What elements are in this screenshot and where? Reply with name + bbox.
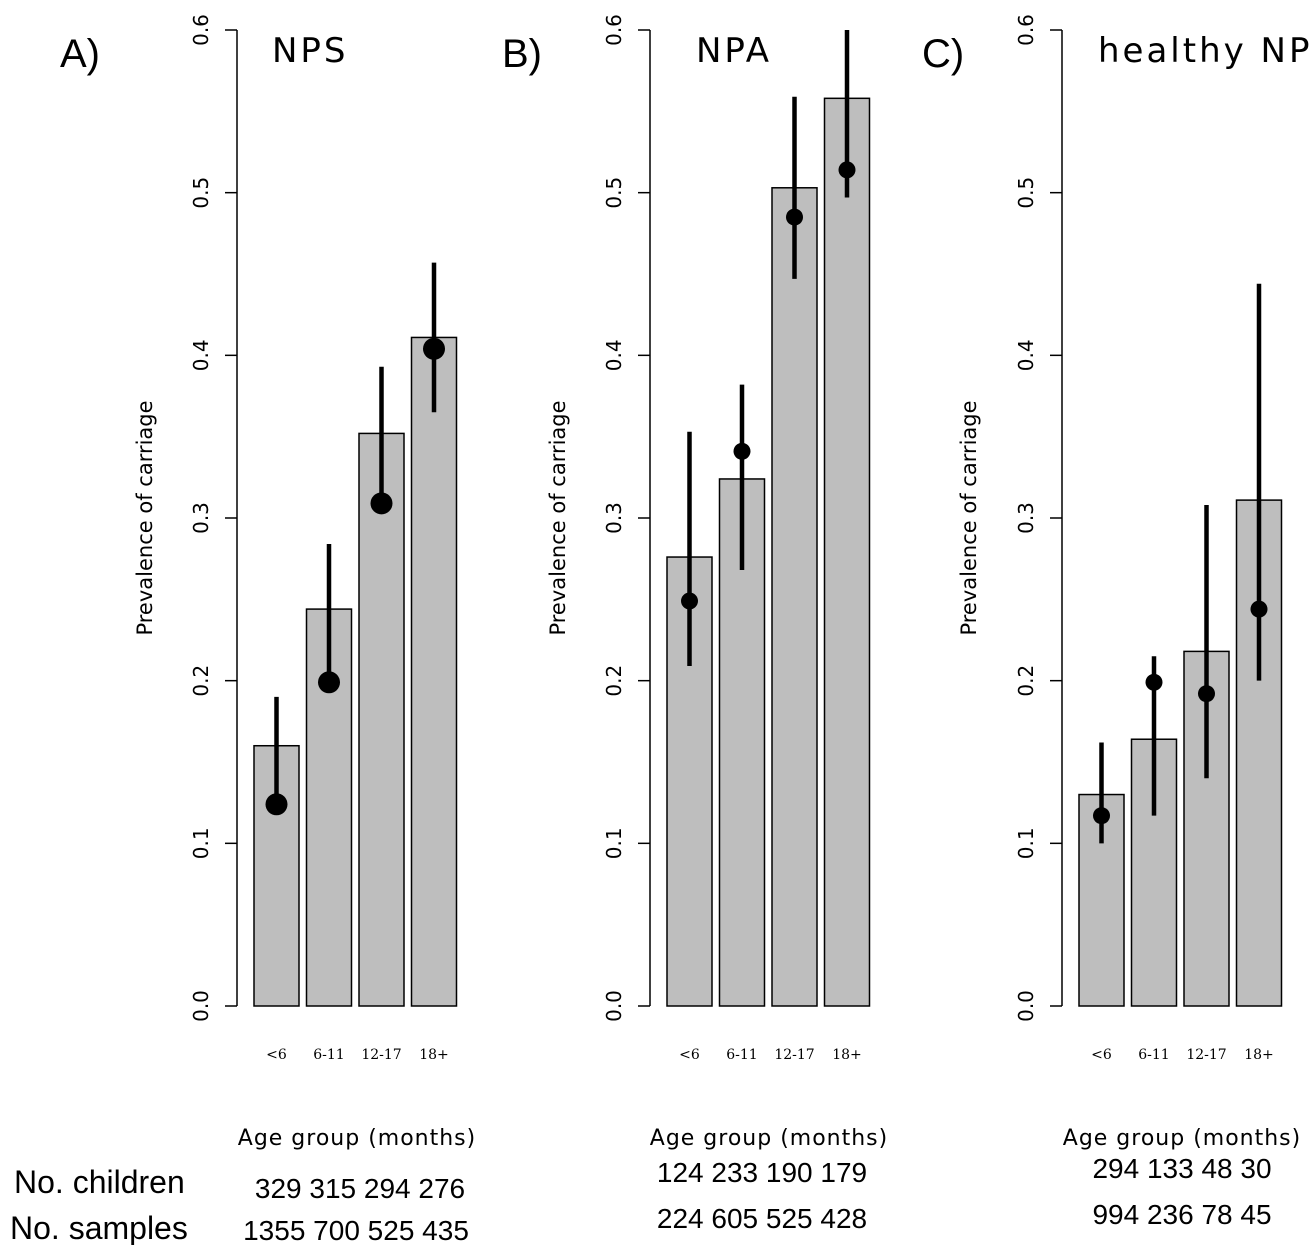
data-point [786,208,803,226]
data-point [318,671,340,694]
y-tick-label: 0.6 [189,14,213,46]
panel-title: NPS [272,31,349,71]
x-axis-label: Age group (months) [238,1126,476,1151]
y-tick-label: 0.1 [1014,827,1038,859]
panel-c: C) healthy NPS Prevalence of carriage Ag… [922,14,1311,1230]
x-tick-label: 18+ [1244,1047,1274,1063]
y-tick-label: 0.0 [1014,990,1038,1022]
x-tick-label: <6 [266,1047,287,1063]
data-point [1198,685,1215,703]
y-tick-label: 0.6 [1014,14,1038,46]
y-tick-label: 0.0 [189,990,213,1022]
data-point [423,337,445,360]
y-tick-label: 0.2 [602,665,626,697]
x-tick-label: 12-17 [1186,1047,1226,1063]
x-tick-label: <6 [1091,1047,1112,1063]
data-point [370,492,393,515]
samples-counts: 994 236 78 45 [1092,1199,1271,1230]
x-tick-label: 18+ [419,1047,449,1063]
x-tick-label: 12-17 [774,1047,814,1063]
data-point [838,161,856,179]
x-tick-label: 18+ [832,1047,862,1063]
y-tick-label: 0.1 [602,827,626,859]
data-point [681,592,698,610]
x-tick-label: <6 [679,1047,700,1063]
y-tick-label: 0.5 [1014,177,1038,209]
y-tick-label: 0.2 [189,665,213,697]
x-axis-label: Age group (months) [650,1126,888,1151]
y-tick-label: 0.1 [189,827,213,859]
y-tick-label: 0.5 [602,177,626,209]
data-point [733,442,751,460]
panel-b: B) NPA Prevalence of carriage Age group … [502,14,888,1234]
panel-letter: B) [502,32,542,76]
samples-counts: 224 605 525 428 [657,1203,867,1234]
panel-title: healthy NPS [1098,31,1311,71]
children-row-label: No. children [14,1164,185,1200]
y-tick-label: 0.5 [189,177,213,209]
data-point [265,793,288,816]
data-point [1145,673,1163,691]
bar [823,97,871,1007]
bar [358,432,405,1007]
panel-letter: C) [922,32,964,76]
samples-counts: 1355 700 525 435 [243,1215,469,1245]
x-tick-label: 6-11 [726,1047,757,1063]
children-counts: 124 233 190 179 [657,1157,867,1188]
data-point [1250,600,1268,618]
x-axis-label: Age group (months) [1063,1126,1301,1151]
y-tick-label: 0.4 [189,339,213,371]
bar [771,187,818,1007]
y-tick-label: 0.3 [1014,502,1038,534]
x-tick-label: 6-11 [313,1047,344,1063]
panel-a: A) NPS Prevalence of carriage Age group … [60,14,476,1245]
y-tick-label: 0.4 [602,339,626,371]
y-tick-label: 0.3 [602,502,626,534]
samples-row-label: No. samples [10,1210,188,1245]
bar [410,336,458,1007]
y-tick-label: 0.2 [1014,665,1038,697]
data-point [1093,807,1110,825]
panel-letter: A) [60,32,100,76]
x-tick-label: 12-17 [361,1047,401,1063]
y-tick-label: 0.4 [1014,339,1038,371]
y-axis-label: Prevalence of carriage [957,400,981,635]
y-axis-label: Prevalence of carriage [133,400,157,635]
children-counts: 294 133 48 30 [1092,1153,1271,1184]
x-tick-label: 6-11 [1138,1047,1169,1063]
y-tick-label: 0.3 [189,502,213,534]
y-tick-label: 0.0 [602,990,626,1022]
panel-title: NPA [696,31,772,71]
children-counts: 329 315 294 276 [255,1173,465,1204]
y-tick-label: 0.6 [602,14,626,46]
y-axis-label: Prevalence of carriage [546,400,570,635]
